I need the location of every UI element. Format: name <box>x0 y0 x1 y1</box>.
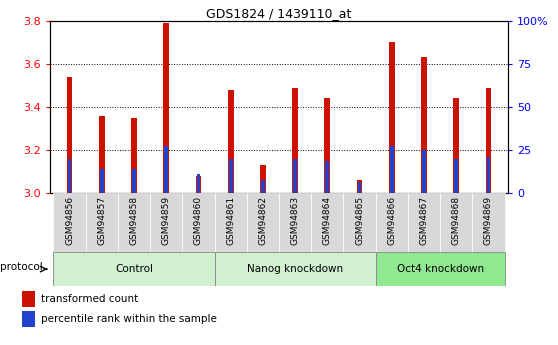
Title: GDS1824 / 1439110_at: GDS1824 / 1439110_at <box>206 7 352 20</box>
Bar <box>215 193 247 252</box>
Bar <box>164 146 168 193</box>
Bar <box>453 98 459 193</box>
Text: GSM94864: GSM94864 <box>323 196 332 245</box>
Text: GSM94857: GSM94857 <box>97 196 106 245</box>
Bar <box>390 146 394 193</box>
Bar <box>131 118 137 193</box>
Bar <box>54 252 215 286</box>
Bar <box>247 193 279 252</box>
Bar <box>86 193 118 252</box>
Text: protocol: protocol <box>0 263 42 272</box>
Bar <box>66 77 73 193</box>
Bar <box>22 311 35 327</box>
Text: Nanog knockdown: Nanog knockdown <box>247 264 343 274</box>
Bar <box>421 57 427 193</box>
Text: Control: Control <box>115 264 153 274</box>
Bar <box>376 252 504 286</box>
Bar <box>261 180 265 193</box>
Bar <box>325 161 329 193</box>
Text: GSM94869: GSM94869 <box>484 196 493 245</box>
Text: Oct4 knockdown: Oct4 knockdown <box>397 264 484 274</box>
Bar <box>163 23 169 193</box>
Bar <box>311 193 343 252</box>
Text: GSM94866: GSM94866 <box>387 196 396 245</box>
Text: GSM94863: GSM94863 <box>291 196 300 245</box>
Bar <box>472 193 504 252</box>
Bar <box>389 42 395 193</box>
Bar <box>422 150 426 193</box>
Bar <box>118 193 150 252</box>
Bar <box>357 180 363 193</box>
Text: GSM94865: GSM94865 <box>355 196 364 245</box>
Bar <box>99 116 105 193</box>
Text: transformed count: transformed count <box>41 294 138 304</box>
Text: GSM94856: GSM94856 <box>65 196 74 245</box>
Bar <box>260 165 266 193</box>
Bar <box>22 291 35 306</box>
Text: GSM94861: GSM94861 <box>226 196 235 245</box>
Bar <box>279 193 311 252</box>
Text: percentile rank within the sample: percentile rank within the sample <box>41 314 217 324</box>
Text: GSM94858: GSM94858 <box>129 196 138 245</box>
Bar <box>228 90 234 193</box>
Text: GSM94868: GSM94868 <box>452 196 461 245</box>
Bar <box>343 193 376 252</box>
Bar <box>196 174 200 193</box>
Bar <box>376 193 408 252</box>
Bar <box>68 159 71 193</box>
Bar <box>150 193 182 252</box>
Bar <box>485 88 492 193</box>
Bar <box>229 159 233 193</box>
Text: GSM94860: GSM94860 <box>194 196 203 245</box>
Bar <box>358 183 362 193</box>
Bar <box>215 252 376 286</box>
Bar <box>195 176 201 193</box>
Text: GSM94867: GSM94867 <box>420 196 429 245</box>
Bar <box>293 159 297 193</box>
Text: GSM94859: GSM94859 <box>162 196 171 245</box>
Bar <box>324 98 330 193</box>
Bar <box>182 193 215 252</box>
Bar <box>487 157 490 193</box>
Bar <box>292 88 298 193</box>
Bar <box>454 159 458 193</box>
Bar <box>408 193 440 252</box>
Bar <box>132 169 136 193</box>
Bar <box>54 193 86 252</box>
Text: GSM94862: GSM94862 <box>258 196 267 245</box>
Bar <box>440 193 472 252</box>
Bar <box>100 169 104 193</box>
